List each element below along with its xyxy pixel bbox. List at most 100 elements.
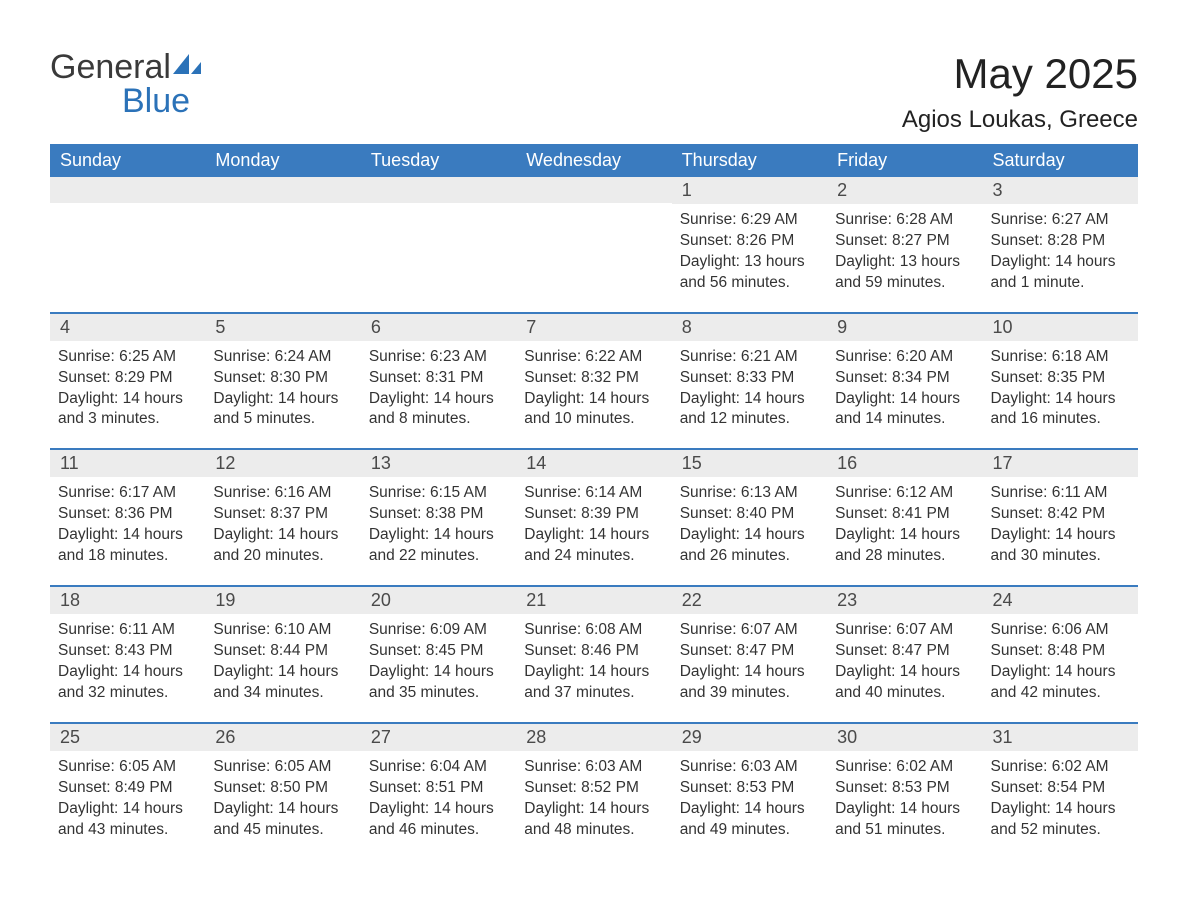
day-cell: 15Sunrise: 6:13 AMSunset: 8:40 PMDayligh…	[672, 450, 827, 571]
day-cell: 10Sunrise: 6:18 AMSunset: 8:35 PMDayligh…	[983, 314, 1138, 435]
day-body: Sunrise: 6:10 AMSunset: 8:44 PMDaylight:…	[205, 614, 360, 708]
sunrise-text: Sunrise: 6:07 AM	[835, 620, 974, 641]
sunrise-text: Sunrise: 6:18 AM	[991, 347, 1130, 368]
sunrise-text: Sunrise: 6:03 AM	[524, 757, 663, 778]
day-number: 28	[516, 724, 671, 751]
day-number: 27	[361, 724, 516, 751]
day-number: 18	[50, 587, 205, 614]
day-cell: 16Sunrise: 6:12 AMSunset: 8:41 PMDayligh…	[827, 450, 982, 571]
day-cell: 5Sunrise: 6:24 AMSunset: 8:30 PMDaylight…	[205, 314, 360, 435]
sunrise-text: Sunrise: 6:23 AM	[369, 347, 508, 368]
day-cell: 4Sunrise: 6:25 AMSunset: 8:29 PMDaylight…	[50, 314, 205, 435]
day-number: 26	[205, 724, 360, 751]
day-number: 14	[516, 450, 671, 477]
dow-cell: Monday	[205, 144, 360, 177]
day-cell	[50, 177, 205, 298]
sunset-text: Sunset: 8:43 PM	[58, 641, 197, 662]
day-body: Sunrise: 6:05 AMSunset: 8:49 PMDaylight:…	[50, 751, 205, 845]
sunrise-text: Sunrise: 6:28 AM	[835, 210, 974, 231]
title-block: May 2025 Agios Loukas, Greece	[902, 50, 1138, 134]
day-cell: 19Sunrise: 6:10 AMSunset: 8:44 PMDayligh…	[205, 587, 360, 708]
sunset-text: Sunset: 8:39 PM	[524, 504, 663, 525]
day-body: Sunrise: 6:25 AMSunset: 8:29 PMDaylight:…	[50, 341, 205, 435]
day-cell: 11Sunrise: 6:17 AMSunset: 8:36 PMDayligh…	[50, 450, 205, 571]
day-number: 23	[827, 587, 982, 614]
day-number: 9	[827, 314, 982, 341]
daylight-text: Daylight: 14 hours and 48 minutes.	[524, 799, 663, 841]
sunset-text: Sunset: 8:47 PM	[835, 641, 974, 662]
sunset-text: Sunset: 8:48 PM	[991, 641, 1130, 662]
daylight-text: Daylight: 14 hours and 49 minutes.	[680, 799, 819, 841]
day-cell: 17Sunrise: 6:11 AMSunset: 8:42 PMDayligh…	[983, 450, 1138, 571]
day-body: Sunrise: 6:09 AMSunset: 8:45 PMDaylight:…	[361, 614, 516, 708]
day-number: 11	[50, 450, 205, 477]
day-number: 30	[827, 724, 982, 751]
sunrise-text: Sunrise: 6:05 AM	[213, 757, 352, 778]
daylight-text: Daylight: 14 hours and 40 minutes.	[835, 662, 974, 704]
sunset-text: Sunset: 8:33 PM	[680, 368, 819, 389]
sunrise-text: Sunrise: 6:22 AM	[524, 347, 663, 368]
day-cell: 7Sunrise: 6:22 AMSunset: 8:32 PMDaylight…	[516, 314, 671, 435]
day-cell: 21Sunrise: 6:08 AMSunset: 8:46 PMDayligh…	[516, 587, 671, 708]
day-number	[361, 177, 516, 203]
dow-cell: Tuesday	[361, 144, 516, 177]
day-body: Sunrise: 6:02 AMSunset: 8:54 PMDaylight:…	[983, 751, 1138, 845]
sunset-text: Sunset: 8:29 PM	[58, 368, 197, 389]
day-number: 16	[827, 450, 982, 477]
day-number	[50, 177, 205, 203]
day-cell	[205, 177, 360, 298]
day-body: Sunrise: 6:17 AMSunset: 8:36 PMDaylight:…	[50, 477, 205, 571]
sunrise-text: Sunrise: 6:08 AM	[524, 620, 663, 641]
daylight-text: Daylight: 14 hours and 30 minutes.	[991, 525, 1130, 567]
daylight-text: Daylight: 14 hours and 10 minutes.	[524, 389, 663, 431]
sunset-text: Sunset: 8:44 PM	[213, 641, 352, 662]
day-body: Sunrise: 6:28 AMSunset: 8:27 PMDaylight:…	[827, 204, 982, 298]
month-title: May 2025	[902, 50, 1138, 98]
day-cell: 14Sunrise: 6:14 AMSunset: 8:39 PMDayligh…	[516, 450, 671, 571]
daylight-text: Daylight: 14 hours and 12 minutes.	[680, 389, 819, 431]
sunset-text: Sunset: 8:38 PM	[369, 504, 508, 525]
logo-text: General Blue	[50, 50, 203, 118]
sunrise-text: Sunrise: 6:02 AM	[991, 757, 1130, 778]
day-number	[205, 177, 360, 203]
day-body: Sunrise: 6:07 AMSunset: 8:47 PMDaylight:…	[672, 614, 827, 708]
sunrise-text: Sunrise: 6:10 AM	[213, 620, 352, 641]
daylight-text: Daylight: 14 hours and 51 minutes.	[835, 799, 974, 841]
weeks-container: 1Sunrise: 6:29 AMSunset: 8:26 PMDaylight…	[50, 177, 1138, 844]
day-cell	[361, 177, 516, 298]
day-body: Sunrise: 6:03 AMSunset: 8:52 PMDaylight:…	[516, 751, 671, 845]
daylight-text: Daylight: 14 hours and 42 minutes.	[991, 662, 1130, 704]
daylight-text: Daylight: 14 hours and 34 minutes.	[213, 662, 352, 704]
day-number: 8	[672, 314, 827, 341]
sunrise-text: Sunrise: 6:09 AM	[369, 620, 508, 641]
day-cell: 6Sunrise: 6:23 AMSunset: 8:31 PMDaylight…	[361, 314, 516, 435]
day-body: Sunrise: 6:11 AMSunset: 8:43 PMDaylight:…	[50, 614, 205, 708]
sunrise-text: Sunrise: 6:24 AM	[213, 347, 352, 368]
sunrise-text: Sunrise: 6:16 AM	[213, 483, 352, 504]
day-cell: 27Sunrise: 6:04 AMSunset: 8:51 PMDayligh…	[361, 724, 516, 845]
day-cell: 18Sunrise: 6:11 AMSunset: 8:43 PMDayligh…	[50, 587, 205, 708]
day-body: Sunrise: 6:22 AMSunset: 8:32 PMDaylight:…	[516, 341, 671, 435]
day-body: Sunrise: 6:15 AMSunset: 8:38 PMDaylight:…	[361, 477, 516, 571]
daylight-text: Daylight: 14 hours and 1 minute.	[991, 252, 1130, 294]
daylight-text: Daylight: 14 hours and 26 minutes.	[680, 525, 819, 567]
sunset-text: Sunset: 8:52 PM	[524, 778, 663, 799]
day-cell: 24Sunrise: 6:06 AMSunset: 8:48 PMDayligh…	[983, 587, 1138, 708]
daylight-text: Daylight: 14 hours and 16 minutes.	[991, 389, 1130, 431]
sunrise-text: Sunrise: 6:21 AM	[680, 347, 819, 368]
week-row: 11Sunrise: 6:17 AMSunset: 8:36 PMDayligh…	[50, 448, 1138, 571]
daylight-text: Daylight: 14 hours and 46 minutes.	[369, 799, 508, 841]
day-body: Sunrise: 6:07 AMSunset: 8:47 PMDaylight:…	[827, 614, 982, 708]
sunrise-text: Sunrise: 6:05 AM	[58, 757, 197, 778]
sunrise-text: Sunrise: 6:20 AM	[835, 347, 974, 368]
day-body: Sunrise: 6:12 AMSunset: 8:41 PMDaylight:…	[827, 477, 982, 571]
day-number: 24	[983, 587, 1138, 614]
sunrise-text: Sunrise: 6:13 AM	[680, 483, 819, 504]
day-number: 21	[516, 587, 671, 614]
daylight-text: Daylight: 14 hours and 20 minutes.	[213, 525, 352, 567]
day-cell: 3Sunrise: 6:27 AMSunset: 8:28 PMDaylight…	[983, 177, 1138, 298]
sunset-text: Sunset: 8:50 PM	[213, 778, 352, 799]
sunset-text: Sunset: 8:53 PM	[680, 778, 819, 799]
day-body: Sunrise: 6:03 AMSunset: 8:53 PMDaylight:…	[672, 751, 827, 845]
sunrise-text: Sunrise: 6:27 AM	[991, 210, 1130, 231]
